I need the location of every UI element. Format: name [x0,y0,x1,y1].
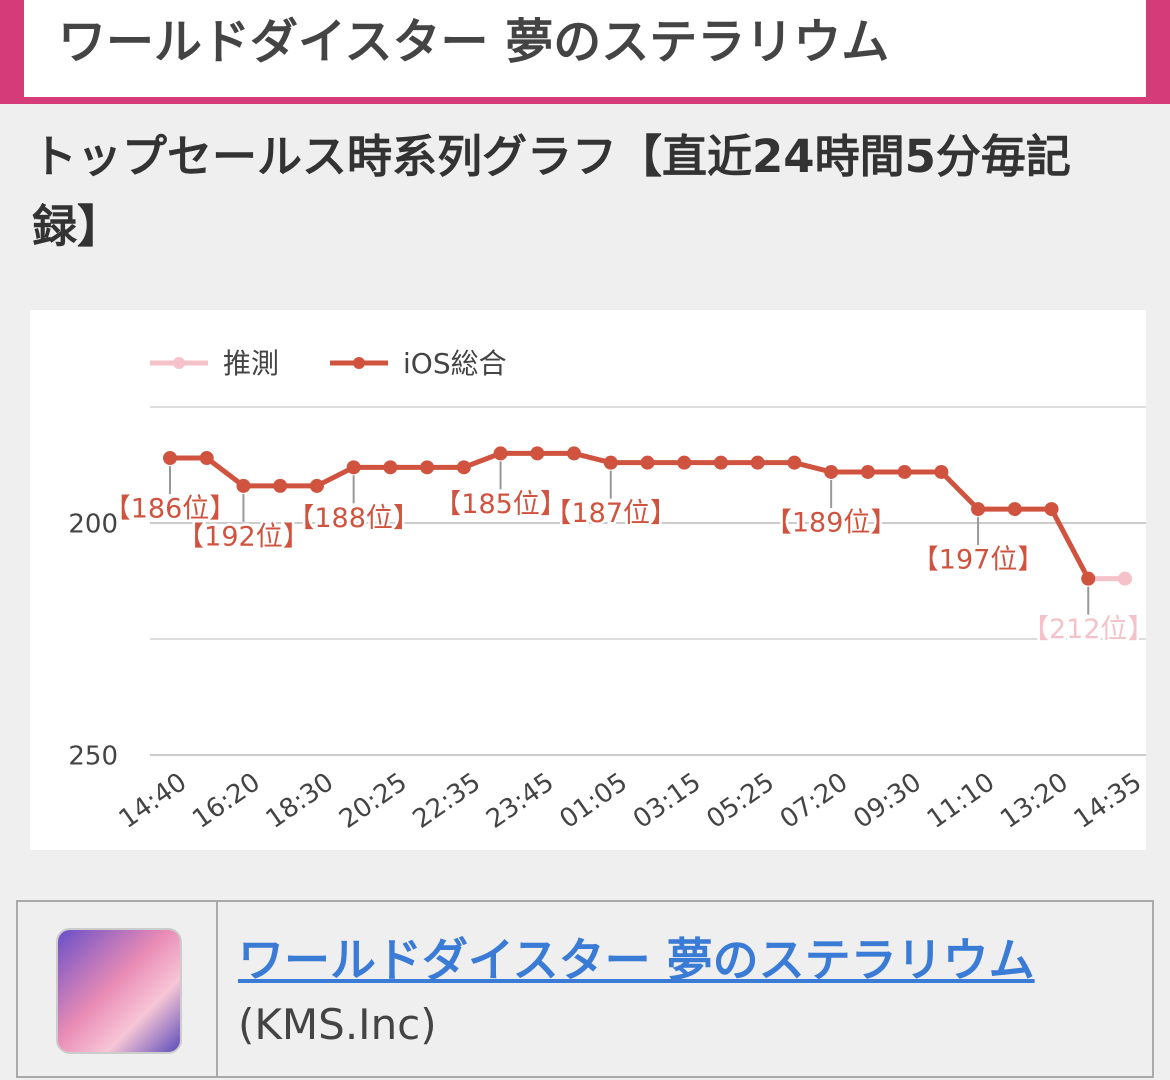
legend-label: 推測 [223,347,279,380]
x-tick-label: 14:40 [114,767,193,835]
x-tick-label: 05:25 [701,767,780,835]
data-label: 【185位】 [434,489,567,520]
separator [216,902,218,1078]
legend-marker [353,357,365,369]
x-tick-label: 20:25 [334,767,413,835]
data-point [934,464,949,479]
x-tick-label: 03:15 [628,767,707,835]
data-point [273,478,288,493]
app-icon[interactable] [56,928,182,1054]
developer: (KMS.Inc) [238,1000,437,1049]
data-point [677,455,692,470]
y-tick-label: 250 [68,742,118,772]
data-point [713,455,728,470]
data-point [530,446,545,461]
data-point [309,478,324,493]
app-link[interactable]: ワールドダイスター 夢のステラリウム [238,933,1035,987]
data-point [1007,502,1022,517]
data-point [346,460,361,475]
data-label: 【212位】 [1022,614,1146,645]
chart: 200 25014:4016:2018:3020:2522:3523:4501:0… [30,310,1146,850]
data-point [1117,571,1132,586]
data-point [971,502,986,517]
data-point [420,460,435,475]
x-tick-label: 09:30 [848,767,927,835]
header: ワールドダイスター 夢のステラリウム [0,0,1170,104]
data-point [750,455,765,470]
app-card: ワールドダイスター 夢のステラリウム (KMS.Inc) [16,900,1154,1078]
data-point [640,455,655,470]
data-point [163,451,177,466]
data-label: 【188位】 [287,503,420,534]
data-point [1081,571,1096,586]
data-point [603,455,618,470]
data-point [567,446,582,461]
legend-label: iOS総合 [403,347,507,380]
x-tick-label: 07:20 [775,767,854,835]
x-tick-label: 18:30 [261,767,340,835]
data-label: 【192位】 [177,521,310,552]
section-title: トップセールス時系列グラフ【直近24時間5分毎記録】 [32,130,1071,253]
data-label: 【186位】 [104,494,237,525]
x-tick-label: 01:05 [554,767,633,835]
data-point [383,460,398,475]
data-point [787,455,802,470]
data-label: 【197位】 [912,545,1045,576]
legend-marker [173,357,185,369]
data-label: 【189位】 [765,507,898,538]
data-point [860,464,875,479]
data-point [236,478,251,493]
x-tick-label: 22:35 [408,767,487,835]
data-point [1044,502,1059,517]
data-point [824,464,839,479]
x-tick-label: 13:20 [995,767,1074,835]
header-title: ワールドダイスター 夢のステラリウム [24,0,1146,97]
data-point [493,446,508,461]
x-tick-label: 11:10 [922,767,1001,835]
y-tick-label: 200 [68,510,118,540]
data-point [897,464,912,479]
x-tick-label: 23:45 [481,767,560,835]
data-label: 【187位】 [544,498,677,529]
data-point [199,451,214,466]
x-tick-label: 16:20 [187,767,266,835]
data-point [456,460,471,475]
x-tick-label: 14:35 [1069,767,1146,835]
